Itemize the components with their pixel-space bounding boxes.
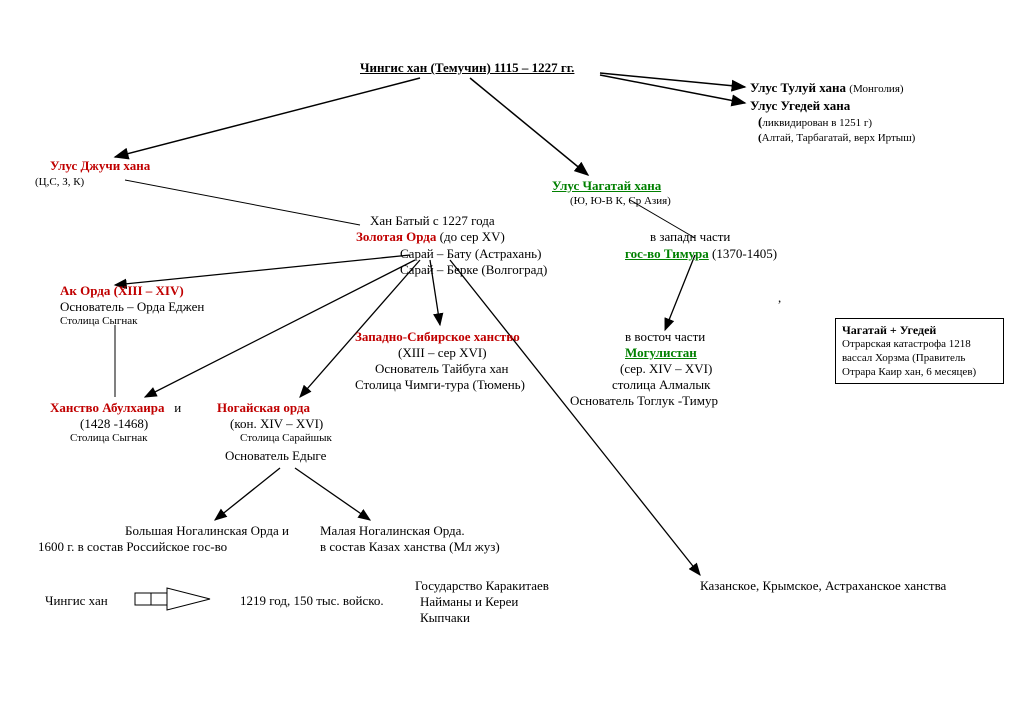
west-sib-title: Западно-Сибирское ханство [355, 329, 520, 345]
mogul-title: Могулистан [625, 345, 697, 361]
west-part: в западн части [650, 229, 730, 245]
ugedei-note2: Алтай, Тарбагатай, верх Иртыш) [762, 132, 916, 144]
golden-title: Золотая Орда [356, 229, 436, 244]
ak-orda-founder: Основатель – Орда Еджен [60, 299, 204, 315]
golden-cap1: Сарай – Бату (Астрахань) [400, 246, 541, 262]
ulus-juchi-title: Улус Джучи хана [50, 158, 150, 174]
ak-orda-capital: Столица Сыгнак [60, 315, 137, 327]
tului-title: Улус Тулуй хана [750, 80, 846, 95]
khanates: Казанское, Крымское, Астраханское ханств… [700, 578, 946, 594]
small-nogai-note: в состав Казах ханства (Мл жуз) [320, 539, 500, 555]
nogai-founder: Основатель Едыге [225, 448, 326, 464]
abulkhair-capital: Столица Сыгнак [70, 432, 147, 444]
loose-comma: , [778, 290, 781, 306]
timur: гос-во Тимура (1370-1405) [625, 246, 777, 262]
golden-cap2: Сарай – Берке (Волгоград) [400, 262, 547, 278]
tului-note: (Монголия) [849, 83, 903, 95]
ugedei-note2-wrap: (Алтай, Тарбагатай, верх Иртыш) [758, 132, 915, 144]
east-part: в восточ части [625, 329, 705, 345]
nogai-capital: Столица Сарайшык [240, 432, 332, 444]
west-sib-founder: Основатель Тайбуга хан [375, 361, 509, 377]
root-title: Чингис хан (Темучин) 1115 – 1227 гг. [360, 60, 574, 76]
ak-orda: Ак Орда (XIII – XIV) [60, 283, 184, 299]
abulkhair-and: и [174, 400, 181, 415]
west-sib-dates: (XIII – сер XVI) [398, 345, 487, 361]
small-nogai-title: Малая Ногалинская Орда. [320, 523, 465, 539]
ulus-chagatai-title: Улус Чагатай хана [552, 178, 661, 194]
golden-dates: (до сер XV) [440, 229, 505, 244]
nogai-dates: (кон. XIV – XVI) [230, 416, 323, 432]
ugedei-note1-text: ликвидирован в 1251 г) [762, 117, 872, 129]
mogul-capital: столица Алмалык [612, 377, 710, 393]
ulus-juchi-note: (Ц,С, З, К) [35, 176, 84, 188]
ulus-tului: Улус Тулуй хана (Монголия) [750, 80, 904, 96]
chingis-name: Чингис хан [45, 593, 108, 609]
timur-dates: (1370-1405) [712, 246, 777, 261]
big-nogai-note: 1600 г. в состав Российское гос-во [38, 539, 227, 555]
side-box-l1: Отрарская катастрофа 1218 [842, 338, 997, 352]
ugedei-note1: (ликвидирован в 1251 г) [758, 114, 872, 130]
ulus-chagatai-note: (Ю, Ю-В К, Ср Азия) [570, 195, 671, 207]
side-box-l3: Отрара Каир хан, 6 месяцев) [842, 366, 997, 380]
ulus-ugedei: Улус Угедей хана [750, 98, 850, 114]
golden-orda: Золотая Орда (до сер XV) [356, 229, 505, 245]
abulkhair: Ханство Абулхаира и [50, 400, 181, 416]
karakitai-l3: Кыпчаки [420, 610, 470, 626]
nogai-title: Ногайская орда [217, 400, 310, 416]
timur-title: гос-во Тимура [625, 246, 709, 261]
karakitai-l1: Государство Каракитаев [415, 578, 549, 594]
side-box: Чагатай + Угедей Отрарская катастрофа 12… [835, 318, 1004, 384]
mogul-founder: Основатель Тоглук -Тимур [570, 393, 718, 409]
west-sib-capital: Столица Чимги-тура (Тюмень) [355, 377, 525, 393]
ak-orda-title: Ак Орда (XIII – XIV) [60, 283, 184, 298]
abulkhair-title: Ханство Абулхаира [50, 400, 164, 415]
karakitai-l2: Найманы и Кереи [420, 594, 518, 610]
side-box-title: Чагатай + Угедей [842, 323, 997, 338]
batyy-line: Хан Батый с 1227 года [370, 213, 495, 229]
mogul-dates: (сер. XIV – XVI) [620, 361, 712, 377]
side-box-l2: вассал Хорзма (Правитель [842, 352, 997, 366]
big-nogai-title: Большая Ногалинская Орда и [125, 523, 289, 539]
abulkhair-dates: (1428 -1468) [80, 416, 148, 432]
chingis-text: 1219 год, 150 тыс. войско. [240, 593, 384, 609]
